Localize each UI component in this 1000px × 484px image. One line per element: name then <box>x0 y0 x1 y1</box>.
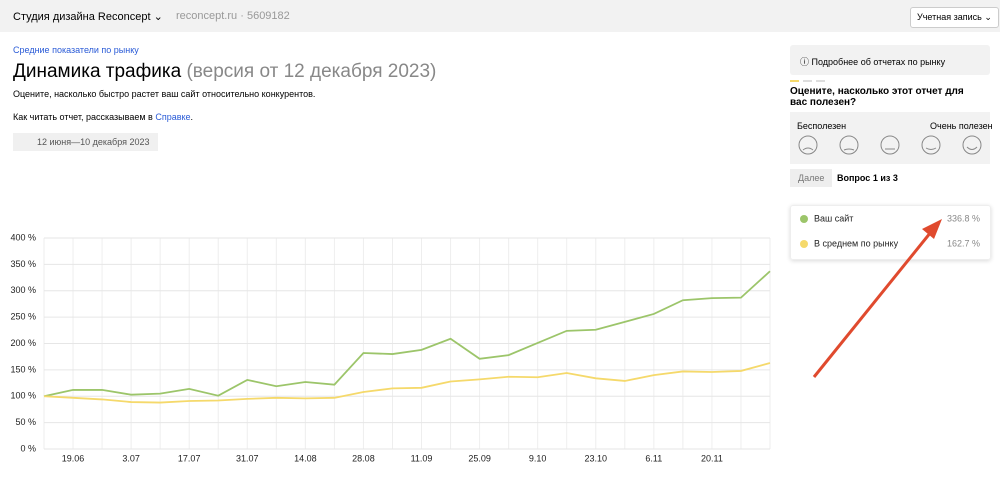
x-tick-label: 20.11 <box>701 453 723 463</box>
y-tick-label: 400 % <box>10 232 36 242</box>
y-tick-label: 50 % <box>15 417 36 427</box>
help-text: Как читать отчет, рассказываем в <box>13 112 153 122</box>
legend-marker <box>800 215 808 223</box>
x-tick-label: 11.09 <box>411 453 433 463</box>
info-button[interactable]: ⓘ Подробнее об отчетах по рынку <box>800 57 946 67</box>
y-tick-label: 350 % <box>10 259 36 269</box>
legend-total: 336.8 % <box>947 213 980 223</box>
x-tick-label: 9.10 <box>529 453 547 463</box>
progress-step <box>803 80 812 82</box>
date-range[interactable]: 12 июня—10 декабря 2023 <box>13 133 158 151</box>
breadcrumb[interactable]: Средние показатели по рынку <box>13 45 139 55</box>
rating-faces[interactable] <box>790 134 990 158</box>
legend-marker <box>800 240 808 248</box>
counter-id: 5609182 <box>246 10 290 22</box>
y-tick-label: 300 % <box>10 285 36 295</box>
x-tick-label: 6.11 <box>645 453 662 463</box>
date-range-text: 12 июня—10 декабря 2023 <box>37 137 150 147</box>
progress-text: Вопрос 1 из 3 <box>837 173 898 183</box>
survey-question: Оцените, насколько этот отчет для вас по… <box>790 86 964 108</box>
next-button[interactable]: Далее <box>790 169 833 187</box>
y-tick-label: 150 % <box>10 364 36 374</box>
legend-label: Ваш сайт <box>814 213 853 223</box>
help: Как читать отчет, рассказываем в Справке… <box>13 112 193 122</box>
x-tick-label: 3.07 <box>122 453 140 463</box>
account-text: Учетная запись <box>917 12 982 22</box>
y-tick-label: 0 % <box>20 443 36 453</box>
help-end: . <box>190 112 194 122</box>
legend-card <box>790 205 991 260</box>
site-name-text: Студия дизайна Reconcept <box>13 11 151 23</box>
x-tick-label: 14.08 <box>294 453 317 463</box>
legend-total: 162.7 % <box>947 238 980 248</box>
progress-step <box>790 80 799 82</box>
scale-min: Бесполезен <box>797 121 847 131</box>
site-info: reconcept.ru · 5609182 <box>176 10 290 22</box>
legend: Ваш сайт 336.8 % В среднем по рынку 162.7 % <box>800 213 980 248</box>
x-tick-label: 17.07 <box>178 453 201 463</box>
x-tick-label: 19.06 <box>62 453 85 463</box>
title: Динамика трафика (версия от 12 декабря 2… <box>13 61 436 83</box>
info-text: Подробнее об отчетах по рынку <box>811 57 946 67</box>
y-tick-label: 250 % <box>10 312 36 322</box>
info-box <box>790 45 990 75</box>
scale-max: Очень полезен <box>930 121 993 131</box>
x-tick-label: 25.09 <box>468 453 491 463</box>
x-tick-label: 23.10 <box>584 453 607 463</box>
line-series <box>43 362 771 404</box>
top-bar <box>0 0 1000 32</box>
chart: 19.06 3.07 17.07 31.07 14.08 28.08 11.09 25.09 9… <box>10 232 771 463</box>
arrow <box>812 219 942 378</box>
progress-step <box>816 80 825 82</box>
rating-box <box>790 112 990 164</box>
x-tick-label: 31.07 <box>236 453 259 463</box>
y-tick-label: 100 % <box>10 391 36 401</box>
line-series <box>43 270 771 398</box>
title-text: Динамика трафика <box>13 61 182 82</box>
site-name[interactable]: Студия дизайна Reconcept ⌄ <box>13 11 163 23</box>
help-link[interactable]: Справке <box>155 112 191 122</box>
account-button[interactable]: Учетная запись ⌄ <box>910 7 999 28</box>
legend-label: В среднем по рынку <box>814 238 899 248</box>
domain: reconcept.ru <box>176 10 238 22</box>
y-tick-label: 200 % <box>10 338 36 348</box>
x-tick-label: 28.08 <box>352 453 375 463</box>
description: Оцените, насколько быстро растет ваш сай… <box>13 89 316 99</box>
separator: · <box>240 10 244 22</box>
title-version: (версия от 12 декабря 2023) <box>186 61 437 82</box>
